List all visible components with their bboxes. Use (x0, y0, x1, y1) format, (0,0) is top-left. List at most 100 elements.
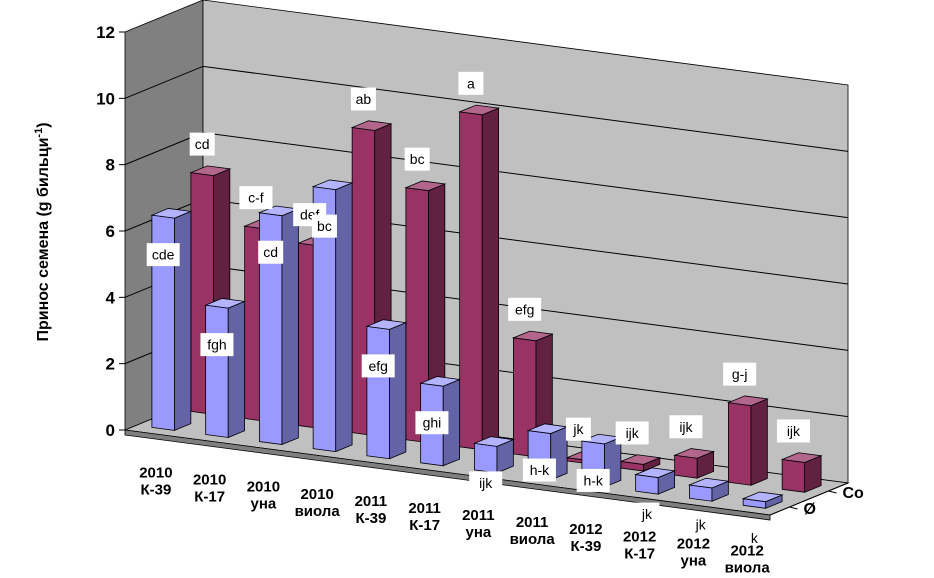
data-label-text: c-f (248, 190, 264, 206)
bar-top (189, 165, 232, 176)
data-label-text: cde (152, 247, 175, 263)
bar (741, 491, 784, 509)
data-label-text: g-j (732, 366, 748, 382)
data-label-box (688, 512, 714, 536)
category-label-line: виола (510, 531, 556, 548)
category-label-line: 2012 (730, 542, 763, 559)
y-tick-label: 8 (106, 156, 115, 175)
bar (257, 205, 300, 446)
category-label-line: К-17 (194, 489, 225, 506)
bar-top (634, 467, 677, 478)
y-axis-label-close: ) (35, 122, 52, 127)
data-label-box (576, 468, 610, 492)
data-label: jk (688, 512, 714, 536)
data-label: ijk (776, 419, 810, 443)
data-label-box (200, 333, 234, 357)
data-label-text: efg (515, 301, 534, 317)
data-label-box (415, 411, 449, 435)
category-label: 2012 К-17 (623, 528, 656, 562)
bar (472, 436, 515, 474)
bar (673, 448, 716, 479)
data-label: efg (508, 297, 542, 321)
data-label: c-f (239, 186, 273, 210)
bar-top (741, 491, 784, 503)
bar-front (473, 442, 498, 474)
bar-front (459, 111, 483, 451)
bar-front (781, 459, 806, 493)
bar (619, 454, 662, 472)
data-label-text: cd (263, 244, 278, 260)
category-label-line: 2010 (139, 465, 172, 482)
floor-edge (124, 429, 771, 521)
y-tick-label: 2 (106, 355, 115, 374)
bar (780, 452, 823, 493)
data-label: ijk (669, 415, 703, 439)
y-tick-label: 10 (96, 89, 115, 108)
bar-top (619, 454, 662, 465)
bar-top (687, 477, 730, 489)
y-tick-label: 0 (106, 421, 115, 440)
data-label-box (776, 419, 810, 443)
y-tick-label: 6 (106, 222, 115, 241)
category-label-line: 2012 (623, 528, 656, 545)
bar-side (227, 300, 246, 439)
y-axis-ticks: 0 2 4 6 8 10 12 (96, 23, 125, 440)
data-label-box (669, 415, 703, 439)
category-label-line: 2011 (355, 493, 388, 510)
category-label-line: К-39 (140, 482, 171, 499)
data-label: fgh (200, 333, 234, 357)
bar-top (472, 436, 515, 447)
category-label-line: 2010 (300, 486, 333, 503)
depth-axis-line (769, 482, 849, 516)
category-label-line: 2011 (408, 500, 441, 517)
data-label: cde (146, 243, 180, 267)
bar-top (780, 452, 823, 463)
category-label: 2011 К-39 (355, 493, 388, 527)
data-label-box (146, 243, 180, 267)
data-label-text: jk (641, 506, 653, 522)
bar (634, 467, 677, 495)
data-label-box (258, 240, 284, 264)
data-label-text: efg (368, 358, 387, 374)
data-label: ghi (415, 411, 449, 435)
category-label: 2010 виола (295, 486, 341, 520)
depth-axis-labels: Co Ø (769, 482, 864, 518)
bar-top (726, 395, 769, 407)
bar (687, 477, 730, 502)
bar-top (419, 376, 462, 387)
y-axis-label-sup: -1 (33, 128, 45, 138)
category-label: 2010 уна (247, 479, 280, 513)
data-label-box (723, 362, 757, 386)
data-label-box (458, 71, 484, 95)
category-label-line: 2012 (677, 535, 710, 552)
bar-side (389, 322, 407, 460)
data-label: ijk (615, 421, 649, 445)
bar-side (281, 208, 299, 446)
bar-top (150, 208, 193, 219)
bar-top (458, 104, 501, 116)
category-label-line: уна (681, 552, 707, 569)
data-label-box (469, 471, 503, 495)
data-label: h-k (576, 468, 610, 492)
bar-side (335, 182, 353, 453)
category-label: 2011 виола (510, 514, 556, 548)
data-label: cd (189, 132, 215, 156)
depth-tick (789, 506, 798, 510)
y-tick-label: 4 (106, 288, 116, 307)
bar (365, 319, 408, 460)
bar (204, 298, 247, 439)
data-label-box (404, 147, 430, 171)
category-label-line: виола (725, 559, 771, 576)
data-label-box (508, 297, 542, 321)
category-label-line: уна (251, 496, 277, 513)
data-label: jk (634, 502, 660, 526)
category-label-line: 2011 (516, 514, 549, 531)
data-label-text: cd (195, 136, 210, 152)
bar-side (481, 107, 500, 451)
data-label-text: h-k (530, 462, 550, 478)
y-axis-label: Принос семена (g бильци-1) (33, 122, 52, 341)
depth-label: Ø (804, 501, 816, 518)
data-label-box (634, 502, 660, 526)
category-label-line: 2010 (247, 479, 280, 496)
